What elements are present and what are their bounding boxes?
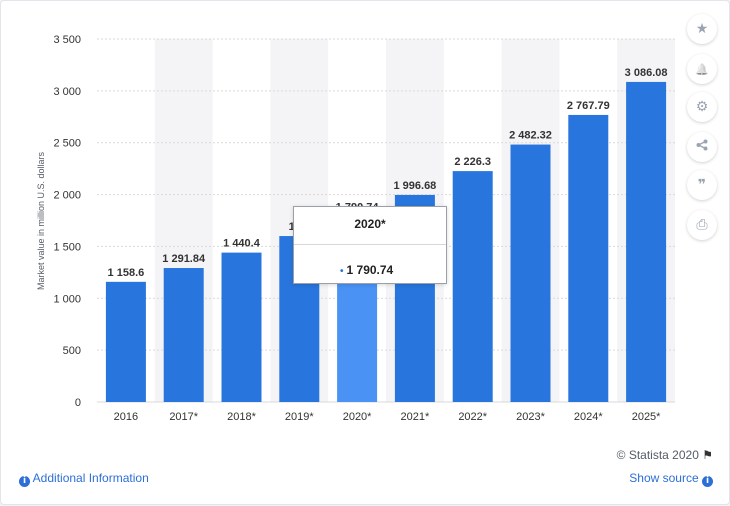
bars — [105, 81, 667, 403]
x-tick-label: 2025* — [632, 411, 661, 423]
show-source-label: Show source — [629, 471, 699, 485]
show-source-link[interactable]: Show source i — [629, 471, 713, 487]
x-tick-label: 2024* — [574, 411, 603, 423]
x-axis-ticks: 2016 2017* 2018* 2019* 2020* 2021* 2022* 2023* 2… — [114, 411, 662, 423]
share-button[interactable] — [687, 132, 717, 162]
bell-icon: 🔔 — [695, 62, 709, 76]
x-tick-label: 2022* — [458, 411, 487, 423]
bar[interactable] — [163, 268, 204, 402]
tooltip-divider — [294, 244, 446, 245]
bar[interactable] — [105, 281, 146, 402]
x-tick-label: 2019* — [285, 411, 314, 423]
value-label: 1 158.6 — [108, 267, 145, 279]
y-tick-label: 1 500 — [53, 241, 81, 253]
gear-icon: ⚙ — [695, 99, 709, 115]
value-label: 1 291.84 — [162, 253, 206, 265]
info-icon: i — [702, 476, 713, 487]
statista-credit[interactable]: © Statista 2020 ⚑ — [617, 448, 713, 462]
value-label: 1 440.4 — [223, 238, 261, 250]
credit-text: © Statista 2020 — [616, 448, 699, 462]
bar[interactable] — [221, 252, 262, 402]
value-label: 2 226.3 — [454, 156, 491, 168]
tooltip-bullet: • — [340, 266, 344, 277]
y-tick-label: 3 500 — [53, 34, 81, 46]
share-icon — [696, 139, 708, 155]
cite-button[interactable]: ❞ — [687, 170, 717, 200]
x-tick-label: 2020* — [343, 411, 372, 423]
y-tick-label: 1 000 — [53, 293, 81, 305]
y-tick-label: 0 — [75, 397, 81, 409]
value-label: 2 482.32 — [509, 130, 552, 142]
value-label: 3 086.08 — [625, 67, 668, 79]
x-tick-label: 2023* — [516, 411, 545, 423]
favorite-button[interactable]: ★ — [687, 14, 717, 44]
quote-icon: ❞ — [697, 177, 707, 193]
x-tick-label: 2016 — [114, 411, 138, 423]
chart-tooltip: 2020* • 1 790.74 — [293, 206, 447, 284]
tooltip-value-row: • 1 790.74 — [340, 263, 393, 277]
x-tick-label: 2021* — [401, 411, 430, 423]
y-tick-label: 2 500 — [53, 138, 81, 150]
y-tick-label: 500 — [63, 345, 81, 357]
additional-information-label: Additional Information — [32, 471, 149, 485]
bar[interactable] — [626, 81, 667, 403]
settings-button[interactable]: ⚙ — [687, 92, 717, 122]
value-label: 2 767.79 — [567, 100, 610, 112]
bar[interactable] — [510, 144, 551, 402]
print-icon: ⎙ — [696, 217, 708, 233]
star-icon: ★ — [695, 21, 709, 37]
y-tick-label: 2 000 — [53, 190, 81, 202]
x-tick-label: 2017* — [169, 411, 198, 423]
y-axis-ticks: 0 500 1 000 1 500 2 000 2 500 3 000 3 500 — [53, 34, 81, 409]
x-tick-label: 2018* — [227, 411, 256, 423]
y-tick-label: 3 000 — [53, 86, 81, 98]
flag-icon: ⚑ — [702, 448, 713, 462]
value-label: 1 996.68 — [393, 180, 436, 192]
bar[interactable] — [568, 114, 609, 402]
print-button[interactable]: ⎙ — [687, 210, 717, 240]
tooltip-title: 2020* — [354, 217, 386, 231]
info-icon: i — [19, 476, 30, 487]
bar[interactable] — [452, 171, 493, 402]
y-axis-label: Market value in million U.S. dollars — [36, 151, 46, 290]
tooltip-value: 1 790.74 — [346, 263, 394, 277]
notification-button[interactable]: 🔔 — [687, 54, 717, 84]
additional-information-link[interactable]: i Additional Information — [19, 471, 149, 487]
